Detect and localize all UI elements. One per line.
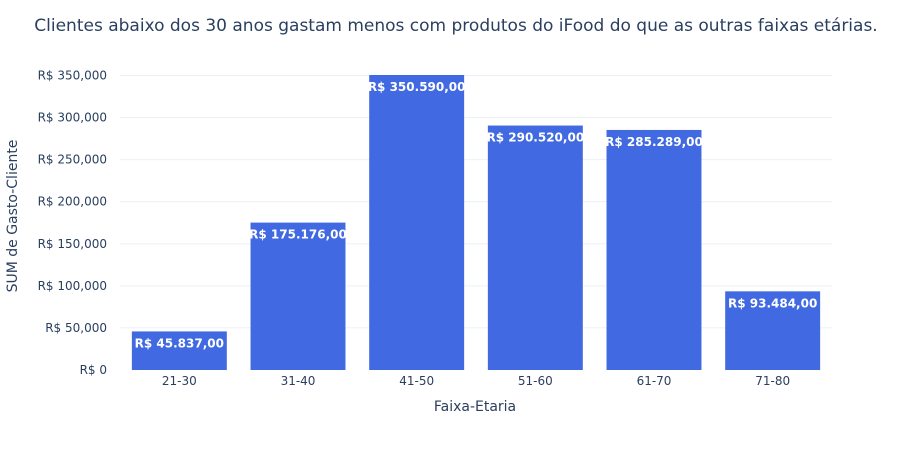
x-axis-ticks: 21-30 31-40 41-50 51-60 61-70 71-80: [162, 374, 790, 388]
y-axis-title: SUM de Gasto-Cliente: [5, 140, 21, 293]
bar-61-70: [606, 129, 702, 370]
bar-value-label: R$ 285.289,00: [605, 135, 703, 149]
x-axis-title: Faixa-Etaria: [434, 399, 516, 415]
grid-lines: [120, 74, 832, 329]
bar-value-label: R$ 350.590,00: [368, 80, 466, 94]
x-tick-label: 61-70: [637, 374, 672, 388]
bar-value-label: R$ 175.176,00: [249, 228, 347, 242]
bar-71-80: [725, 291, 821, 370]
bar-21-30: [131, 331, 227, 370]
x-tick-label: 21-30: [162, 374, 197, 388]
bars: R$ 45.837,00 R$ 175.176,00 R$ 350.590,00 R$…: [131, 75, 821, 370]
y-tick-label: R$ 350,000: [38, 68, 107, 82]
chart-title: Clientes abaixo dos 30 anos gastam menos…: [34, 16, 877, 36]
bar-value-label: R$ 290.520,00: [486, 131, 584, 145]
bar-value-label: R$ 93.484,00: [728, 296, 817, 310]
x-tick-label: 51-60: [518, 374, 553, 388]
y-axis-ticks: R$ 0 R$ 50,000 R$ 100,000 R$ 150,000 R$ 200,…: [38, 68, 107, 377]
x-tick-label: 31-40: [281, 374, 316, 388]
x-tick-label: 41-50: [399, 374, 434, 388]
bar-41-50: [369, 75, 465, 370]
y-tick-label: R$ 100,000: [38, 279, 107, 293]
y-tick-label: R$ 200,000: [38, 195, 107, 209]
bar-value-label: R$ 45.837,00: [135, 336, 224, 350]
y-tick-label: R$ 0: [80, 363, 107, 377]
y-tick-label: R$ 300,000: [38, 111, 107, 125]
bar-51-60: [487, 125, 583, 370]
bar-31-40: [250, 222, 346, 370]
y-tick-label: R$ 50,000: [45, 321, 107, 335]
y-tick-label: R$ 250,000: [38, 153, 107, 167]
x-tick-label: 71-80: [755, 374, 790, 388]
y-tick-label: R$ 150,000: [38, 237, 107, 251]
